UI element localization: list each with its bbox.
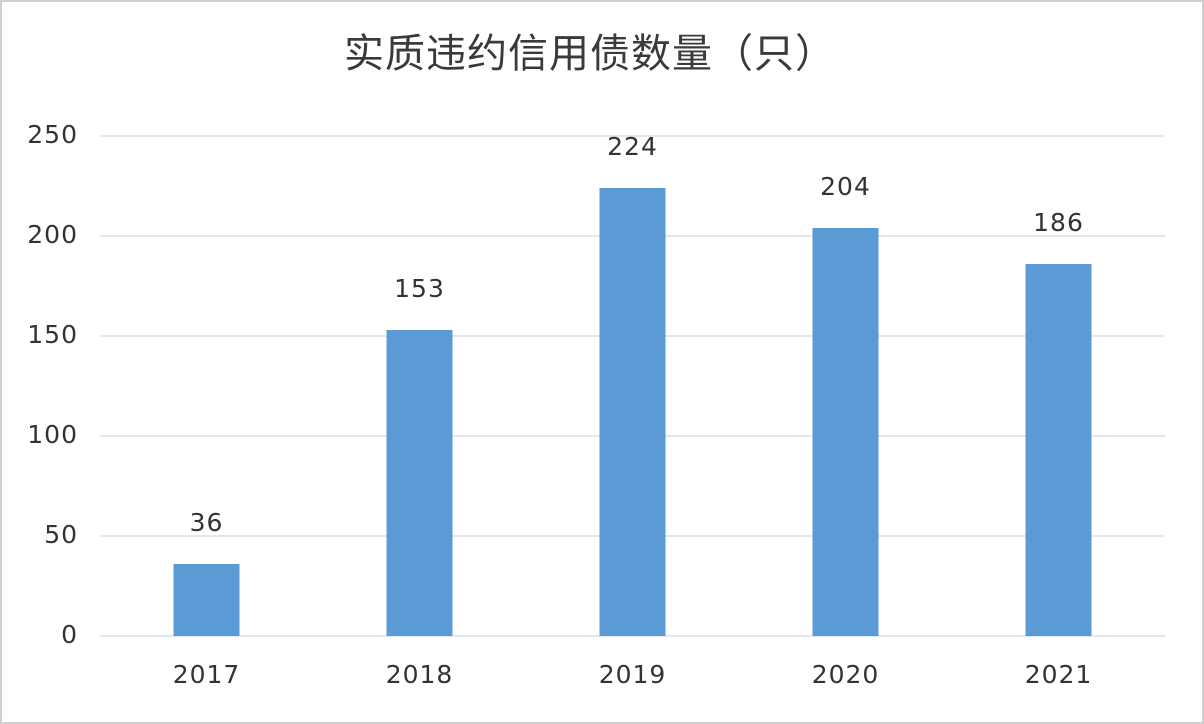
bar <box>812 228 879 636</box>
x-tick-label: 2021 <box>1025 660 1093 689</box>
y-tick-label: 100 <box>27 420 78 449</box>
y-tick-label: 0 <box>61 620 78 649</box>
data-label: 153 <box>394 274 445 303</box>
data-label: 36 <box>190 508 224 537</box>
chart-title: 实质违约信用债数量（只） <box>344 31 836 77</box>
y-tick-label: 150 <box>27 320 78 349</box>
data-label: 224 <box>607 132 658 161</box>
x-tick-label: 2017 <box>173 660 241 689</box>
data-label: 204 <box>820 172 871 201</box>
x-tick-label: 2018 <box>386 660 454 689</box>
data-label: 186 <box>1033 208 1084 237</box>
x-tick-label: 2020 <box>812 660 880 689</box>
bar <box>1025 264 1092 636</box>
y-tick-label: 250 <box>27 120 78 149</box>
bar <box>173 564 240 636</box>
y-tick-label: 200 <box>27 220 78 249</box>
bar <box>599 188 666 636</box>
y-tick-label: 50 <box>44 520 78 549</box>
x-tick-label: 2019 <box>599 660 667 689</box>
bar <box>386 330 453 636</box>
